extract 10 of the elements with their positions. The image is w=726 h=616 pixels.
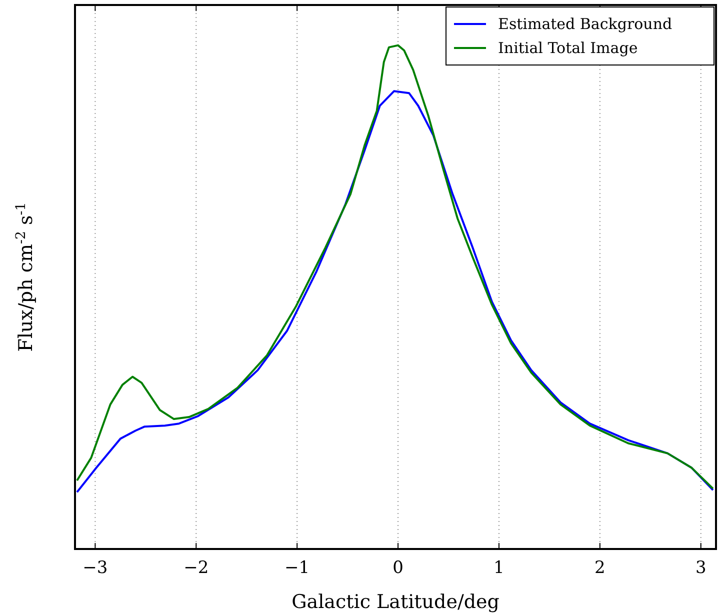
x-tick-label: 0	[392, 558, 404, 578]
x-tick-label: 2	[594, 558, 606, 578]
x-tick-label: −3	[82, 558, 108, 578]
x-tick-label: 3	[695, 558, 706, 578]
x-tick-label: −1	[284, 558, 310, 578]
x-tick-label: 1	[494, 558, 504, 578]
legend-label: Estimated Background	[498, 15, 672, 33]
legend-label: Initial Total Image	[498, 39, 638, 57]
x-tick-label: −2	[184, 558, 209, 578]
x-axis-title: Galactic Latitude/deg	[292, 591, 500, 613]
